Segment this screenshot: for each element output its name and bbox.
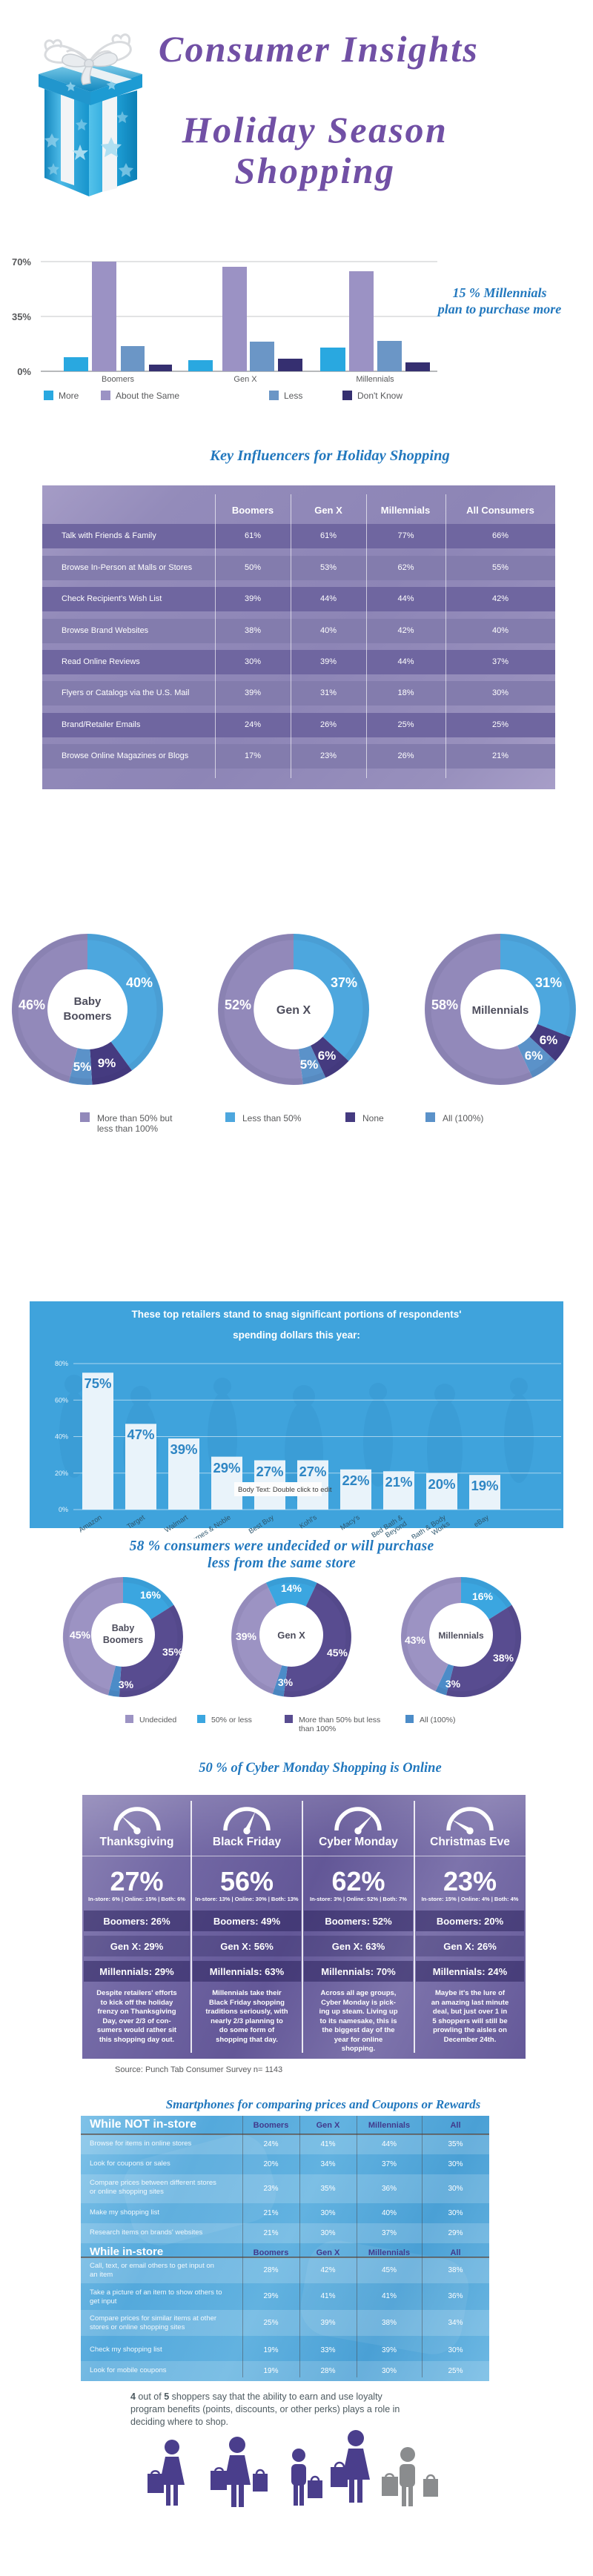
svg-text:Millennials: Millennials: [438, 1630, 484, 1641]
svg-text:46%: 46%: [19, 997, 45, 1012]
svg-text:Barnes & Noble: Barnes & Noble: [187, 1513, 233, 1538]
svg-text:Bed Bath &Beyond: Bed Bath &Beyond: [370, 1513, 408, 1538]
svg-text:6%: 6%: [318, 1049, 337, 1063]
svg-text:45%: 45%: [70, 1629, 91, 1641]
svg-text:6%: 6%: [540, 1033, 558, 1047]
svg-text:Millennials: Millennials: [356, 375, 394, 384]
svg-text:5%: 5%: [300, 1058, 319, 1072]
svg-text:Baby: Baby: [112, 1623, 135, 1633]
svg-text:27%: 27%: [299, 1464, 326, 1479]
svg-text:Don't Know: Don't Know: [357, 391, 402, 401]
svg-text:Gen X: Gen X: [233, 375, 257, 384]
svg-text:47%: 47%: [127, 1427, 154, 1442]
svg-text:29%: 29%: [213, 1460, 240, 1475]
svg-text:3%: 3%: [278, 1676, 294, 1688]
svg-text:Amazon: Amazon: [77, 1513, 103, 1534]
svg-text:More: More: [59, 391, 79, 401]
svg-text:22%: 22%: [342, 1473, 369, 1488]
svg-text:0%: 0%: [17, 366, 31, 377]
svg-text:Baby: Baby: [74, 995, 102, 1008]
svg-text:27%: 27%: [256, 1464, 283, 1479]
svg-text:58%: 58%: [431, 997, 458, 1012]
svg-text:6%: 6%: [525, 1049, 543, 1063]
svg-text:40%: 40%: [55, 1433, 68, 1441]
svg-text:21%: 21%: [385, 1474, 412, 1490]
svg-text:39%: 39%: [170, 1441, 197, 1457]
svg-text:20%: 20%: [55, 1470, 68, 1477]
svg-text:Boomers: Boomers: [102, 375, 135, 384]
svg-text:Bath & BodyWorks: Bath & BodyWorks: [410, 1513, 451, 1538]
svg-text:Boomers: Boomers: [103, 1635, 143, 1645]
svg-text:31%: 31%: [535, 975, 562, 990]
svg-text:Boomers: Boomers: [63, 1010, 111, 1023]
svg-text:39%: 39%: [236, 1630, 257, 1642]
svg-text:43%: 43%: [405, 1634, 426, 1646]
svg-text:20%: 20%: [428, 1476, 455, 1492]
svg-text:0%: 0%: [59, 1506, 68, 1513]
svg-text:About the Same: About the Same: [116, 391, 179, 401]
svg-text:80%: 80%: [55, 1360, 68, 1367]
svg-text:Gen X: Gen X: [276, 1004, 311, 1017]
svg-text:16%: 16%: [472, 1590, 494, 1602]
svg-text:40%: 40%: [126, 975, 153, 990]
svg-text:75%: 75%: [84, 1375, 111, 1391]
svg-text:Body Text: Double click to edi: Body Text: Double click to edit: [238, 1486, 332, 1494]
svg-text:Millennials: Millennials: [472, 1004, 529, 1017]
svg-text:Gen X: Gen X: [277, 1630, 305, 1641]
svg-text:35%: 35%: [12, 311, 31, 322]
svg-text:52%: 52%: [225, 997, 251, 1012]
svg-text:35%: 35%: [162, 1646, 184, 1658]
svg-text:5%: 5%: [73, 1060, 92, 1074]
svg-text:Best Buy: Best Buy: [248, 1513, 276, 1536]
svg-text:Less: Less: [284, 391, 302, 401]
svg-text:45%: 45%: [327, 1647, 348, 1659]
svg-text:3%: 3%: [445, 1678, 461, 1690]
svg-text:14%: 14%: [281, 1582, 302, 1594]
svg-text:60%: 60%: [55, 1396, 68, 1404]
svg-text:37%: 37%: [331, 975, 357, 990]
svg-text:eBay: eBay: [472, 1513, 490, 1529]
svg-text:9%: 9%: [98, 1056, 116, 1070]
svg-text:16%: 16%: [140, 1589, 162, 1601]
svg-text:70%: 70%: [12, 256, 31, 268]
svg-text:38%: 38%: [493, 1652, 514, 1664]
svg-text:Target: Target: [125, 1513, 146, 1531]
svg-text:Macy's: Macy's: [339, 1513, 362, 1532]
svg-text:Kohl's: Kohl's: [298, 1513, 319, 1530]
svg-text:Walmart: Walmart: [163, 1513, 190, 1534]
svg-text:3%: 3%: [119, 1679, 134, 1690]
svg-text:19%: 19%: [471, 1478, 498, 1493]
